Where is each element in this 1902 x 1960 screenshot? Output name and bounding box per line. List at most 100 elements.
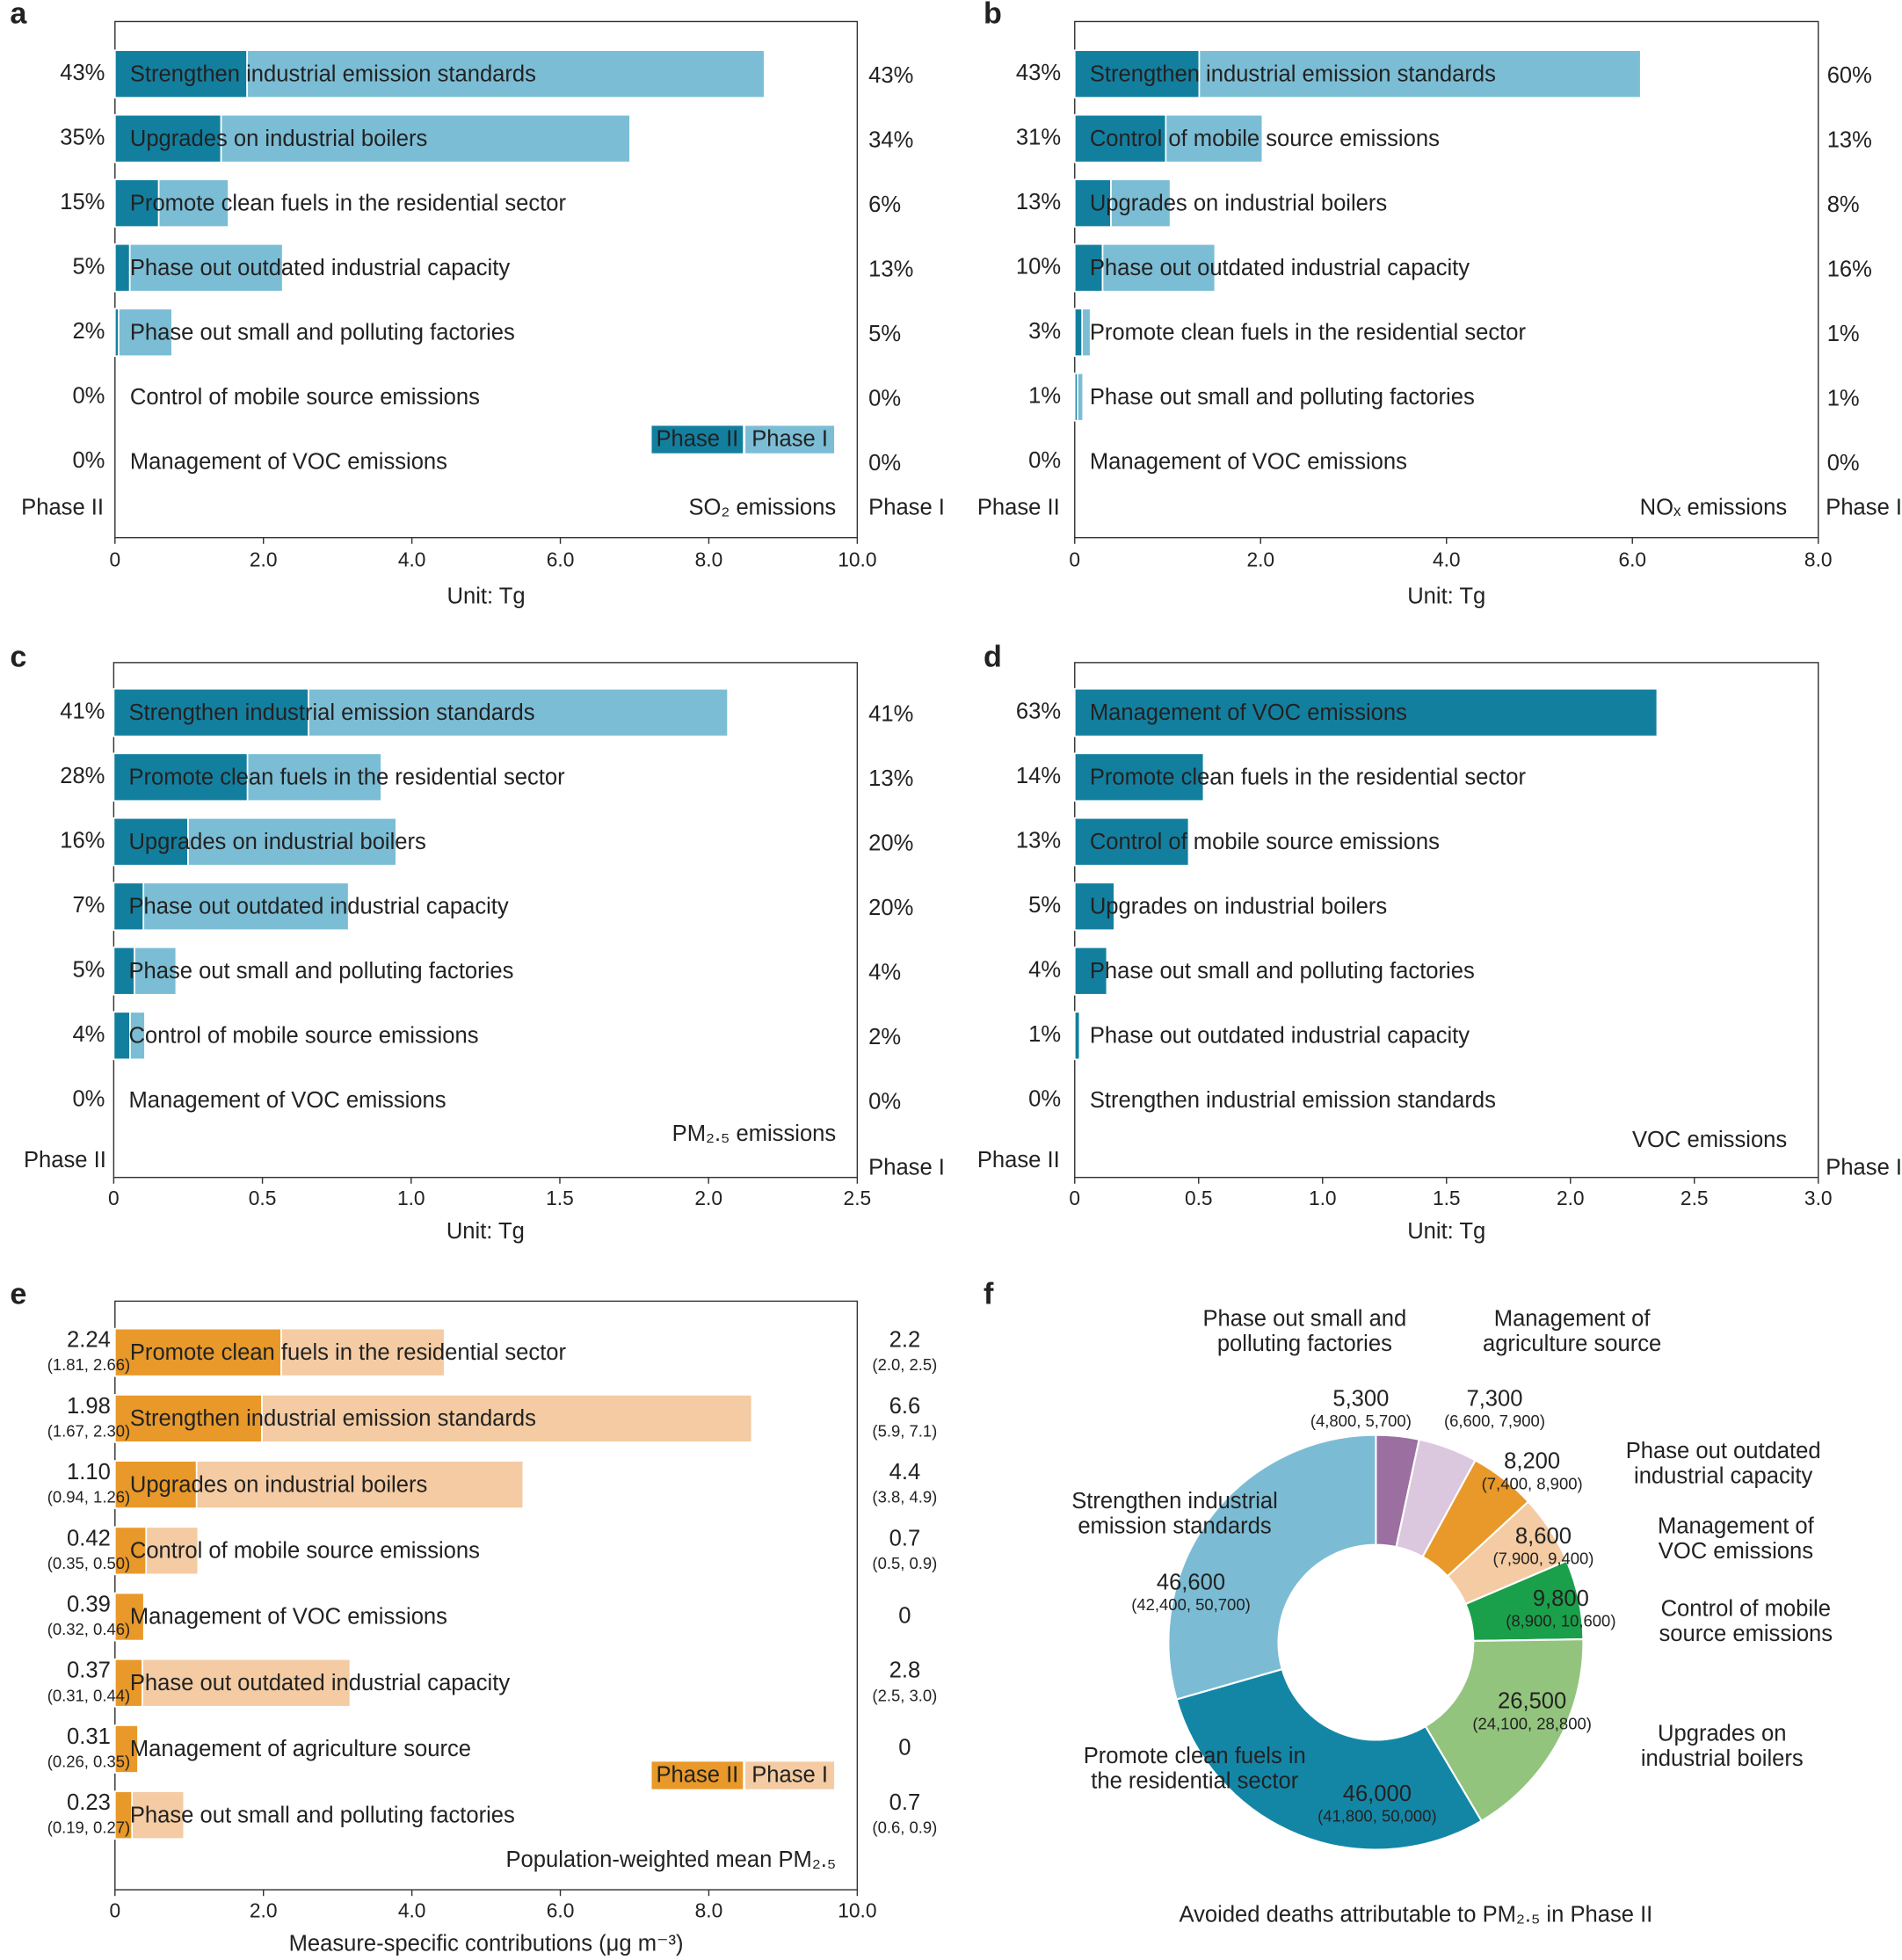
right-label: 43% [868,63,913,88]
right-label: 4% [868,960,901,984]
left-label: 3% [1028,319,1061,344]
right-label: 6% [868,192,901,217]
right-value: 0.7 [889,1526,921,1550]
left-label: 10% [1016,254,1061,279]
bar-segment [113,178,160,229]
right-label: 0% [868,1089,901,1114]
panel-letter: f [984,1278,994,1311]
x-tick-label: 0 [1069,1187,1080,1209]
right-value: 4.4 [889,1460,921,1485]
category-label: VOC emissions [1659,1539,1813,1564]
bar-segment [113,817,189,867]
right-value: 0 [898,1736,911,1760]
right-label: 0% [868,386,901,410]
category-label: Strengthen industrial emission standards [1090,1088,1496,1113]
x-tick-label: 2.5 [1681,1187,1709,1209]
bar-segment [1110,178,1172,229]
side-label: Phase II [977,1148,1060,1172]
left-label: 0% [1028,1087,1061,1112]
category-label: Management of [1494,1306,1652,1331]
category-label: Phase out small and polluting factories [130,320,515,345]
left-label: 1% [1028,383,1061,408]
right-label: 13% [1827,127,1872,152]
right-label: 34% [868,127,913,152]
category-label: Phase out outdated industrial capacity [130,1671,510,1695]
category-label: Control of mobile [1661,1596,1831,1621]
left-label: 15% [60,190,105,214]
bar-segment [261,1394,753,1443]
category-label: polluting factories [1217,1332,1392,1356]
legend-swatch [650,425,744,455]
category-label: Phase out outdated [1626,1439,1821,1463]
category-label: Management of [1658,1514,1815,1539]
legend-label: Phase II [656,1762,738,1787]
category-label: Control of mobile source emissions [128,1023,478,1048]
left-value: 0.37 [67,1659,111,1683]
bar-segment [113,1011,131,1061]
right-value: 2.8 [889,1659,921,1683]
category-label: Management of VOC emissions [130,449,447,474]
panel-title: PM₂.₅ emissions [672,1122,837,1146]
right-interval: (2.0, 2.5) [872,1355,937,1374]
x-axis-label: Unit: Tg [1407,1219,1485,1244]
category-label: Management of VOC emissions [1090,449,1407,474]
right-value: 0.7 [889,1790,921,1815]
x-tick-label: 1.5 [1433,1187,1461,1209]
panel-letter: e [10,1278,26,1311]
bar-segment [1165,113,1264,163]
left-label: 16% [60,829,105,853]
bar-segment [195,1460,525,1509]
value-interval: (41,800, 50,000) [1318,1806,1437,1825]
left-label: 5% [72,958,105,983]
category-label: Upgrades on industrial boilers [130,1472,427,1497]
side-label: Phase I [1826,1155,1902,1180]
bar-segment [1073,817,1190,867]
category-label: Upgrades on industrial boilers [1090,191,1387,215]
left-label: 13% [1016,190,1061,214]
left-label: 2% [72,319,105,344]
panel-title: NOₓ emissions [1640,496,1788,520]
x-tick-label: 0 [109,1899,120,1922]
category-label: Promote clean fuels in [1084,1744,1306,1768]
x-tick-label: 0.5 [1185,1187,1213,1209]
left-value: 0.31 [67,1724,111,1749]
bar-segment [1198,49,1642,99]
bar-segment [1081,308,1092,358]
left-label: 0% [1028,448,1061,473]
left-interval: (1.67, 2.30) [47,1421,130,1440]
left-interval: (0.32, 0.46) [47,1620,130,1638]
category-label: Phase out small and polluting factories [1090,385,1475,410]
left-value: 0.42 [67,1526,111,1550]
bar-segment [1077,372,1085,422]
category-label: Phase out outdated industrial capacity [1090,256,1470,280]
right-value: 2.2 [889,1328,921,1353]
x-tick-label: 4.0 [1433,548,1461,571]
value-label: 26,500 [1498,1689,1566,1714]
bar-segment [129,1011,146,1061]
x-axis-label: Unit: Tg [447,584,526,609]
right-label: 1% [1827,322,1860,346]
bar-segment [113,1526,148,1576]
left-label: 14% [1016,764,1061,788]
x-tick-label: 1.0 [397,1187,425,1209]
x-tick-label: 2.0 [1246,548,1274,571]
side-label: Phase I [1826,496,1902,520]
bar-segment [1073,752,1205,802]
category-label: industrial capacity [1634,1464,1813,1489]
left-label: 0% [72,383,105,408]
left-label: 35% [60,125,105,149]
left-value: 0.23 [67,1790,111,1815]
category-label: Management of agriculture source [130,1737,471,1761]
left-value: 0.39 [67,1593,111,1617]
bar-segment [113,1460,198,1509]
left-label: 4% [72,1022,105,1047]
donut-segment [1175,1667,1483,1851]
bar-segment [1073,113,1167,163]
bar-segment [1073,946,1108,996]
right-value: 6.6 [889,1394,921,1419]
category-label: Promote clean fuels in the residential s… [1090,765,1527,789]
bar-segment [145,1526,200,1576]
value-interval: (7,400, 8,900) [1482,1474,1583,1492]
right-interval: (2.5, 3.0) [872,1686,937,1704]
